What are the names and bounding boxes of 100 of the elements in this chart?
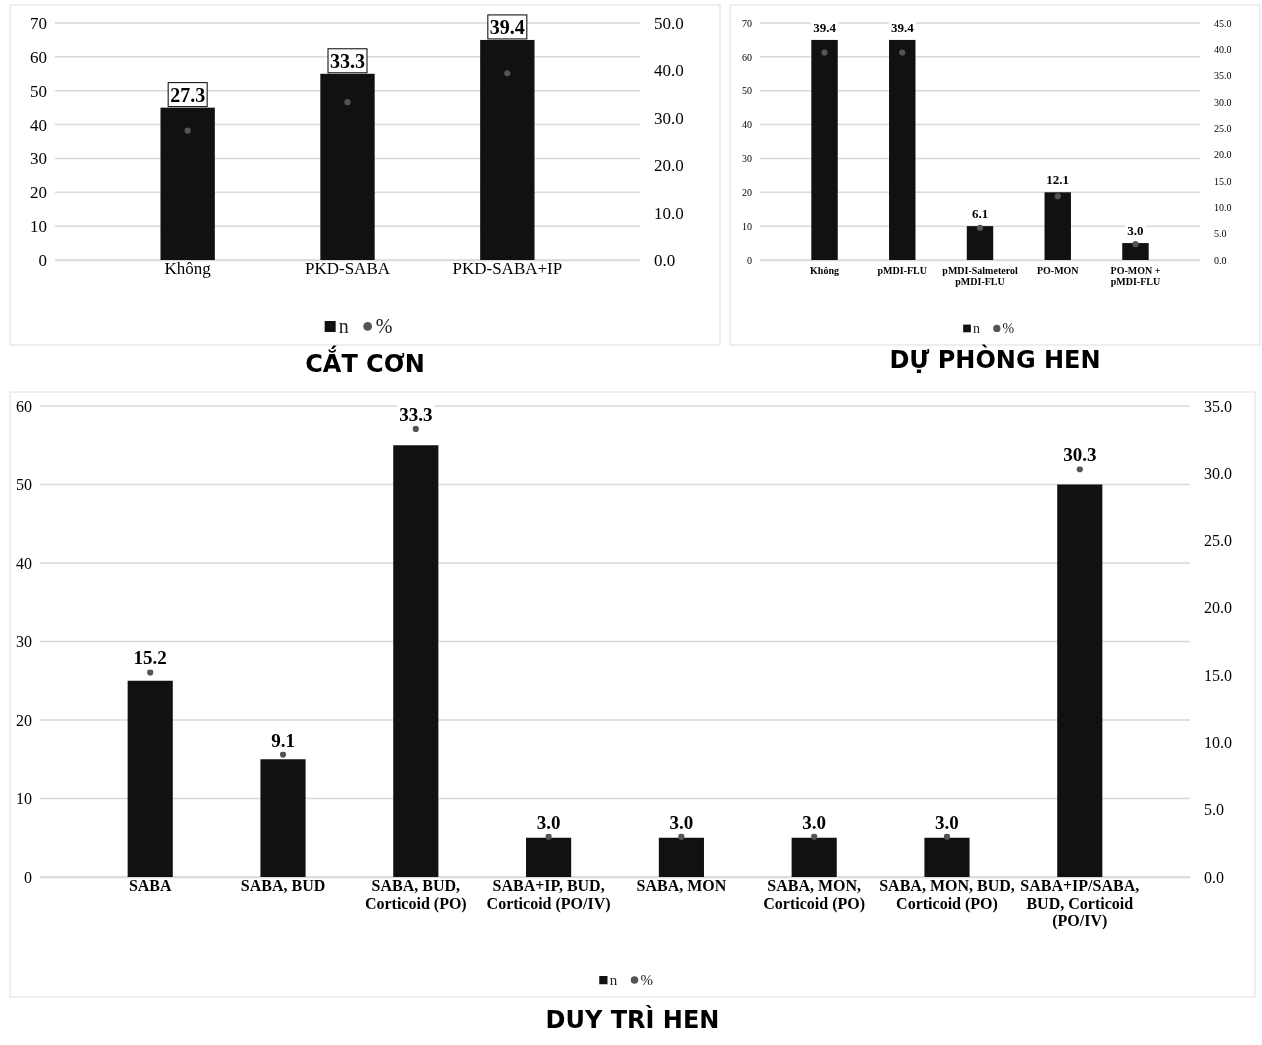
y-tick-label: 0 xyxy=(24,868,32,886)
y-tick-label: 40 xyxy=(16,554,32,572)
y-tick-label: 30 xyxy=(742,153,752,165)
x-tick-label: SABA, BUD, Corticoid (PO) xyxy=(364,877,467,913)
y-tick-label: 30 xyxy=(30,149,47,169)
data-label: 39.4 xyxy=(813,19,837,35)
point xyxy=(678,833,685,840)
y-tick-label: 0 xyxy=(38,250,47,270)
y-tick-label: 20 xyxy=(16,711,32,729)
text: CẮT CƠN xyxy=(305,345,425,378)
bar xyxy=(480,39,535,260)
y-tick-label: 50 xyxy=(742,85,752,97)
y-tick-label: 60 xyxy=(16,397,32,415)
y2-tick-label: 30.0 xyxy=(654,108,684,128)
data-label: 39.4 xyxy=(489,15,525,38)
point xyxy=(899,49,906,56)
y2-tick-label: 0.0 xyxy=(1204,868,1224,886)
y-tick-label: 40 xyxy=(742,119,752,131)
y2-tick-label: 10.0 xyxy=(654,203,684,223)
data-label: 3.0 xyxy=(669,811,694,833)
bar xyxy=(160,107,215,260)
y2-tick-label: 15.0 xyxy=(1204,666,1232,684)
point xyxy=(821,49,828,56)
point xyxy=(1076,466,1083,473)
data-label: 33.3 xyxy=(330,49,365,72)
y2-tick-label: 10.0 xyxy=(1214,202,1232,214)
y2-tick-label: 30.0 xyxy=(1214,96,1232,108)
y-tick-label: 40 xyxy=(30,115,47,135)
bar xyxy=(1044,192,1071,260)
x-tick-label: PKD-SABA+IP xyxy=(452,259,563,278)
y-tick-label: 10 xyxy=(30,217,47,237)
data-label: 27.3 xyxy=(170,83,206,106)
bar xyxy=(260,759,306,877)
point xyxy=(943,833,951,840)
y2-tick-label: 30.0 xyxy=(1204,464,1232,482)
x-tick-label: Không xyxy=(164,259,212,278)
x-tick-label: SABA, BUD xyxy=(240,877,326,894)
y-tick-label: 20 xyxy=(30,183,47,203)
y2-tick-label: 40.0 xyxy=(654,61,684,81)
y2-tick-label: 40.0 xyxy=(1214,44,1232,56)
y-tick-label: 0 xyxy=(747,254,752,266)
y2-tick-label: 20.0 xyxy=(1204,599,1232,617)
data-label: 39.4 xyxy=(890,19,915,35)
data-label: 33.3 xyxy=(399,403,433,425)
x-tick-label: PO-MON xyxy=(1036,265,1080,276)
bar xyxy=(526,837,572,877)
point xyxy=(504,70,511,77)
point xyxy=(811,833,818,840)
y-tick-label: 60 xyxy=(30,47,47,67)
y-tick-label: 30 xyxy=(16,633,32,651)
point xyxy=(412,425,419,432)
y2-tick-label: 0.0 xyxy=(1214,254,1227,266)
bar xyxy=(320,73,375,260)
bar xyxy=(966,226,994,260)
data-label: 15.2 xyxy=(133,647,167,669)
y-tick-label: 10 xyxy=(742,220,752,232)
data-label: 6.1 xyxy=(971,206,989,222)
y-tick-label: 20 xyxy=(742,186,752,198)
data-label: 30.3 xyxy=(1063,444,1097,466)
y2-tick-label: 50.0 xyxy=(654,13,684,33)
point xyxy=(147,669,154,676)
point xyxy=(279,751,287,758)
bar xyxy=(889,39,916,260)
bar xyxy=(658,837,704,877)
bar xyxy=(393,445,439,877)
y2-tick-label: 25.0 xyxy=(1214,123,1232,135)
text: DUY TRÌ HEN xyxy=(545,1005,720,1034)
x-tick-label: SABA, MON, BUD, Corticoid (PO) xyxy=(879,877,1015,913)
legend-label: n xyxy=(972,321,980,336)
data-label: 3.0 xyxy=(802,811,827,833)
y-tick-label: 60 xyxy=(742,51,752,63)
y2-tick-label: 35.0 xyxy=(1204,397,1232,415)
y2-tick-label: 0.0 xyxy=(654,250,676,270)
x-tick-label: SABA, MON, Corticoid (PO) xyxy=(763,877,866,913)
text: DỰ PHÒNG HEN xyxy=(889,344,1101,374)
x-tick-label: SABA xyxy=(128,877,172,894)
x-tick-label: PO-MON + pMDI-FLU xyxy=(1110,265,1161,287)
y2-tick-label: 20.0 xyxy=(654,156,684,176)
y-tick-label: 50 xyxy=(16,476,32,494)
y-tick-label: 70 xyxy=(742,17,752,29)
bar xyxy=(1122,243,1149,260)
y2-tick-label: 45.0 xyxy=(1214,17,1232,29)
bar xyxy=(924,837,970,877)
y2-tick-label: 35.0 xyxy=(1214,70,1232,82)
point xyxy=(545,833,552,840)
data-label: 12.1 xyxy=(1046,172,1070,188)
data-label: 9.1 xyxy=(271,729,295,751)
legend-label: % xyxy=(375,315,393,337)
data-label: 3.0 xyxy=(536,811,561,833)
y2-tick-label: 10.0 xyxy=(1204,734,1232,752)
bar xyxy=(1057,484,1103,877)
data-label: 3.0 xyxy=(935,811,959,833)
legend-label: % xyxy=(640,972,653,988)
x-tick-label: SABA, MON xyxy=(636,877,727,894)
point xyxy=(976,224,984,231)
y2-tick-label: 5.0 xyxy=(1214,228,1227,240)
y-tick-label: 10 xyxy=(16,790,32,808)
bar xyxy=(791,837,837,877)
x-tick-label: PKD-SABA xyxy=(304,259,391,278)
point xyxy=(184,127,191,134)
